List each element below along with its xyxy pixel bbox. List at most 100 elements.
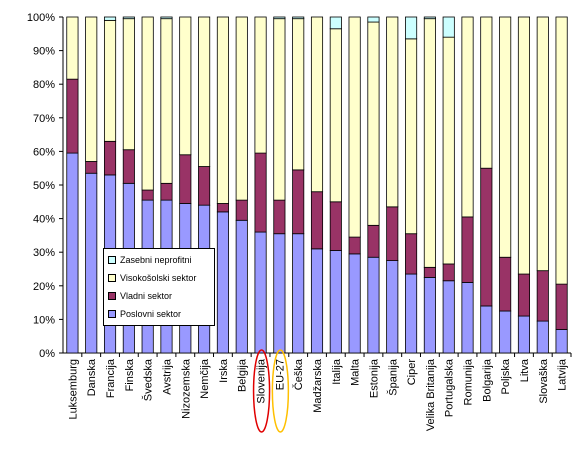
highlight-ellipse xyxy=(252,349,271,433)
bar-segment xyxy=(85,172,98,354)
bar-segment xyxy=(423,266,436,278)
bar-segment xyxy=(461,282,474,354)
legend-label: Poslovni sektor xyxy=(120,309,182,319)
x-tick-label: Finska xyxy=(124,358,136,391)
x-tick-label: Avstrija xyxy=(161,358,173,395)
bar-segment xyxy=(348,253,361,354)
x-tick-label: Poljska xyxy=(500,358,512,394)
bar-segment xyxy=(517,315,531,354)
bar-segment xyxy=(66,78,79,154)
bar-segment xyxy=(122,149,135,184)
bar-segment xyxy=(85,161,98,174)
legend-item-poslovni: Poslovni sektor xyxy=(108,305,210,323)
y-tick-label: 100% xyxy=(27,12,55,24)
bar-segment xyxy=(555,329,568,354)
x-tick-label: Bolgarija xyxy=(481,358,493,402)
bar-segment xyxy=(480,167,493,307)
bar-segment xyxy=(386,260,399,354)
bar-segment xyxy=(254,231,267,354)
x-tick-label: Francija xyxy=(105,358,117,398)
legend-swatch xyxy=(108,310,116,318)
bar-segment xyxy=(66,152,79,354)
x-tick-label: EU-27 xyxy=(274,359,286,390)
x-tick-label: Slovaška xyxy=(538,358,550,404)
bar-segment xyxy=(423,18,436,268)
y-tick-label: 90% xyxy=(33,46,55,58)
bar-segment xyxy=(555,283,568,330)
bar-segment xyxy=(499,16,512,258)
bar-segment xyxy=(235,16,248,201)
bar-segment xyxy=(273,233,286,354)
x-tick-label: Belgija xyxy=(237,358,249,392)
bar-segment xyxy=(160,182,173,201)
legend-item-visokosolski: Visokošolski sektor xyxy=(108,269,210,287)
bar-segment xyxy=(310,191,324,250)
bar-segment xyxy=(405,273,418,354)
bar-segment xyxy=(198,16,211,167)
bar-segment xyxy=(367,16,380,23)
bar-segment xyxy=(179,154,192,204)
bar-segment xyxy=(423,16,436,20)
x-tick-label: Malta xyxy=(350,358,362,386)
legend-label: Vladni sektor xyxy=(120,291,173,301)
bar-segment xyxy=(292,169,305,235)
bar-segment xyxy=(292,18,305,171)
bar-segment xyxy=(310,16,324,193)
bar-segment xyxy=(160,16,173,20)
x-tick-label: Estonija xyxy=(368,358,380,398)
x-tick-label: Luksemburg xyxy=(67,359,79,420)
bar-segment xyxy=(329,16,342,30)
bar-segment xyxy=(254,16,267,154)
bar-segment xyxy=(103,140,117,176)
x-tick-label: Italija xyxy=(331,358,343,385)
legend-item-vladni: Vladni sektor xyxy=(108,287,210,305)
x-tick-label: Slovenija xyxy=(256,358,268,404)
x-tick-label: Latvija xyxy=(557,358,569,391)
y-tick-label: 50% xyxy=(33,180,55,192)
bar-segment xyxy=(480,16,493,169)
y-tick-label: 40% xyxy=(33,214,55,226)
bar-segment xyxy=(536,270,549,322)
bar-segment xyxy=(536,16,549,272)
bar-segment xyxy=(329,201,342,251)
bar-segment xyxy=(405,233,418,275)
bar-segment xyxy=(310,248,324,354)
y-tick-label: 0% xyxy=(39,348,55,360)
x-tick-label: Nizozemska xyxy=(180,358,192,419)
bar-segment xyxy=(536,320,549,354)
x-tick-label: Češka xyxy=(292,358,305,390)
legend-label: Visokošolski sektor xyxy=(120,273,197,283)
bar-segment xyxy=(442,36,455,265)
y-tick-label: 80% xyxy=(33,79,55,91)
bar-segment xyxy=(273,16,286,20)
bar-segment xyxy=(405,16,418,40)
legend-label: Zasebni neprofitni xyxy=(120,255,192,265)
bar-segment xyxy=(141,16,154,191)
bar-segment xyxy=(85,16,98,162)
bar-segment xyxy=(273,199,286,235)
bar-segment xyxy=(442,280,455,354)
y-tick-label: 20% xyxy=(33,281,55,293)
bar-segment xyxy=(103,19,117,142)
bar-segment xyxy=(480,305,493,354)
y-tick-label: 10% xyxy=(33,314,55,326)
bar-segment xyxy=(292,233,305,354)
bar-segment xyxy=(423,276,436,354)
bar-segment xyxy=(254,152,267,233)
chart-legend: Zasebni neprofitni Visokošolski sektor V… xyxy=(103,248,215,326)
bar-segment xyxy=(442,263,455,282)
bar-segment xyxy=(216,203,229,213)
y-tick-label: 60% xyxy=(33,146,55,158)
bar-segment xyxy=(367,21,380,226)
bar-segment xyxy=(141,189,154,201)
x-tick-label: Švedska xyxy=(142,358,155,401)
highlight-ellipse xyxy=(271,349,290,433)
x-tick-label: Danska xyxy=(86,358,98,396)
x-tick-label: Portugalska xyxy=(444,358,456,417)
bar-segment xyxy=(216,211,229,354)
bar-segment xyxy=(179,16,192,156)
bar-segment xyxy=(292,16,305,20)
bar-segment xyxy=(442,16,455,38)
bar-segment xyxy=(386,16,399,208)
